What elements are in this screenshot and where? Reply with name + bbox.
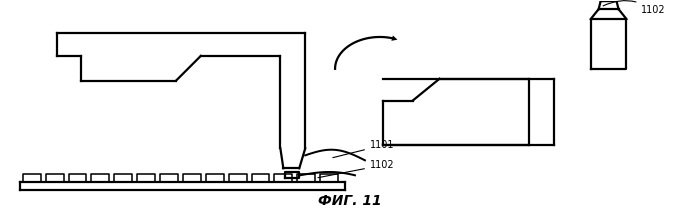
Text: ФИГ. 11: ФИГ. 11 (318, 194, 382, 208)
Text: 1101: 1101 (333, 140, 394, 158)
Text: 1102: 1102 (318, 160, 394, 178)
Text: 1102: 1102 (603, 1, 666, 15)
